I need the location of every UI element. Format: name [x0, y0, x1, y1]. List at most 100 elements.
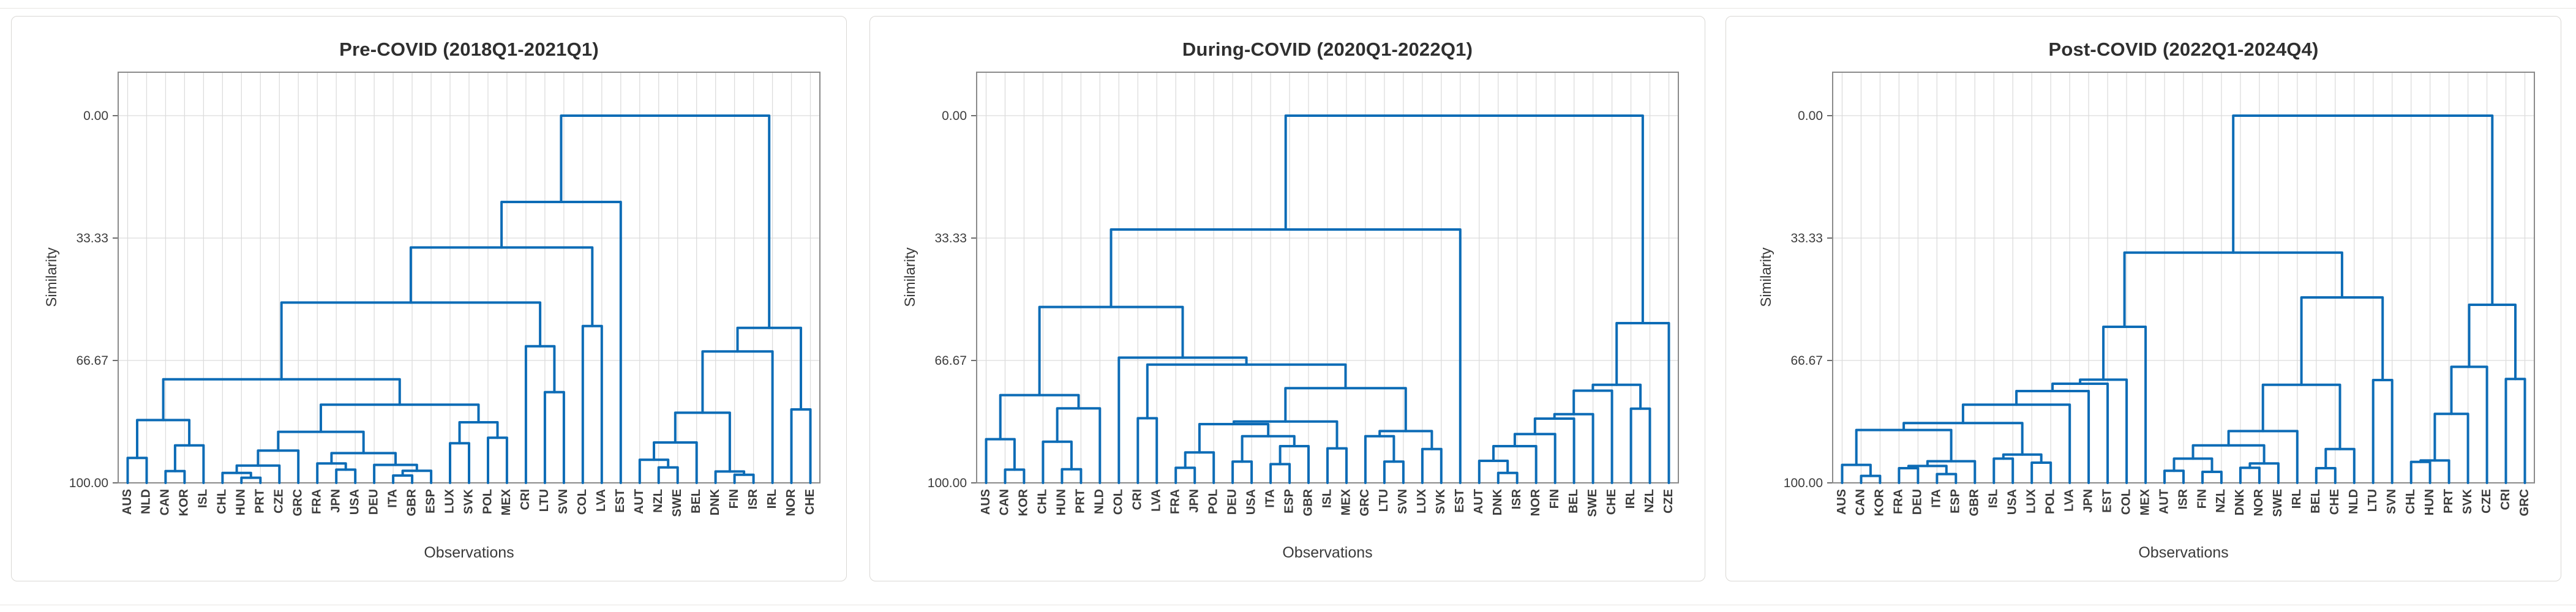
x-axis-label: Observations	[424, 544, 514, 561]
leaf-label: EST	[614, 489, 627, 513]
leaf-label: USA	[1244, 489, 1258, 515]
dendrogram-link	[1492, 445, 1538, 484]
dendrogram-link	[316, 462, 347, 484]
dendrogram-link	[653, 441, 698, 484]
y-tick-label: 0.00	[1798, 109, 1823, 123]
dendrogram-link	[1421, 447, 1443, 484]
dendrogram-link	[173, 444, 205, 484]
dendrogram-link	[2261, 383, 2341, 450]
dendrogram-link	[2315, 467, 2337, 484]
dendrogram-link	[2324, 447, 2356, 484]
leaf-label: COL	[576, 489, 589, 515]
dendrogram-link	[1110, 228, 1462, 484]
leaf-label: USA	[348, 489, 361, 515]
leaf-label: LUX	[1415, 488, 1429, 513]
dendrogram-link	[1233, 420, 1339, 450]
y-tick-label: 33.33	[1790, 231, 1823, 245]
y-tick-label: 100.00	[1784, 476, 1823, 490]
leaf-label: BEL	[689, 489, 703, 513]
dendrogram-link	[1936, 472, 1958, 484]
dendrogram-link	[2300, 296, 2384, 386]
dendrogram-link	[373, 463, 418, 484]
dendrogram-link	[2248, 462, 2280, 484]
leaf-label: CRI	[1131, 489, 1144, 510]
y-tick-label: 66.67	[1790, 354, 1823, 368]
dendrogram-plot-pre-covid: 0.00 33.33 66.67 100.00 AUS NLD CAN KOR ISL CHL HU…	[69, 72, 820, 517]
y-tick-label: 66.67	[76, 354, 108, 368]
leaf-label: DNK	[1491, 488, 1504, 515]
dendrogram-link	[1146, 363, 1347, 420]
dendrogram-link	[2504, 378, 2526, 484]
dendrogram-link	[136, 419, 191, 460]
y-tick-label: 100.00	[928, 476, 967, 490]
leaf-label: LVA	[595, 489, 608, 512]
leaf-label: SVN	[1396, 489, 1410, 514]
leaf-label: ESP	[1282, 489, 1296, 513]
leaf-label: KOR	[1017, 488, 1031, 516]
leaf-label: POL	[2043, 489, 2057, 514]
leaf-label: CHL	[2404, 489, 2417, 514]
dendrogram-link	[1174, 466, 1196, 484]
dendrogram-link	[162, 378, 401, 422]
dendrogram-link	[1241, 435, 1296, 463]
leaf-label: JPN	[329, 489, 342, 513]
leaf-label: BEL	[2309, 489, 2323, 513]
leaf-label: GBR	[405, 488, 418, 516]
leaf-label: AUS	[121, 489, 134, 515]
dendrogram-link	[1326, 447, 1348, 484]
leaf-label: AUT	[2157, 489, 2171, 514]
dendrogram-link	[701, 350, 774, 484]
dendrogram-link	[1615, 322, 1670, 484]
leaf-label: DNK	[708, 488, 722, 515]
dendrogram-link	[2030, 461, 2052, 484]
leaf-label: LUX	[2024, 488, 2038, 513]
leaf-label: GBR	[1301, 488, 1315, 516]
leaf-label: ESP	[424, 489, 437, 513]
leaf-label: MEX	[2138, 488, 2152, 515]
leaf-label: CRI	[519, 489, 532, 510]
leaf-label: ITA	[386, 489, 399, 508]
leaf-label: NZL	[1643, 489, 1656, 513]
dendrogram-link	[449, 442, 470, 484]
dendrogram-link	[335, 468, 357, 484]
leaf-label: NLD	[1093, 489, 1106, 514]
leaf-label: ESP	[1949, 489, 1962, 513]
leaf-label: ISL	[1987, 489, 2000, 508]
dendrogram-link	[2232, 114, 2494, 306]
leaf-label: EST	[1453, 489, 1466, 513]
leaf-label: LUX	[443, 488, 456, 513]
dendrogram-link	[487, 436, 508, 484]
leaf-label: NOR	[784, 488, 798, 516]
y-axis-label: Similarity	[902, 247, 918, 307]
dendrogram-plot-post-covid: 0.00 33.33 66.67 100.00 AUS CAN KOR FRA DEU ITA ES…	[1784, 72, 2535, 517]
dendrogram-link	[2123, 251, 2343, 328]
leaf-label: IRL	[1624, 489, 1637, 509]
y-tick-label: 33.33	[76, 231, 108, 245]
dendrogram-link	[1992, 457, 2015, 484]
leaf-label: SWE	[2271, 489, 2285, 517]
dendrogram-link	[1898, 467, 1920, 484]
dendrogram-link	[1629, 407, 1651, 484]
dendrogram-link	[1061, 468, 1083, 484]
leaf-label: ITA	[1263, 489, 1277, 508]
dendrogram-link	[2433, 412, 2469, 484]
y-axis-label: Similarity	[1758, 247, 1774, 307]
y-tick-label: 66.67	[934, 354, 967, 368]
x-axis-label: Observations	[1282, 544, 1373, 561]
leaf-label: ISR	[2176, 488, 2190, 509]
leaf-label: NLD	[140, 489, 153, 514]
leaf-label: FIN	[727, 489, 741, 509]
leaf-label: LVA	[1150, 489, 1163, 512]
dendrogram-link	[320, 403, 480, 433]
leaf-label: CHE	[1605, 489, 1618, 515]
leaf-label: MEX	[500, 488, 513, 515]
leaf-label: CHE	[2328, 489, 2341, 515]
dendrogram-link	[581, 324, 603, 484]
dendrogram-link	[401, 469, 433, 484]
leaf-label: FRA	[1892, 489, 1906, 514]
dendrogram-link	[1284, 114, 1644, 324]
dendrogram-link	[2102, 326, 2147, 484]
leaf-label: AUT	[633, 489, 646, 514]
dendrogram-link	[2191, 444, 2266, 465]
leaf-label: CHL	[216, 489, 229, 514]
